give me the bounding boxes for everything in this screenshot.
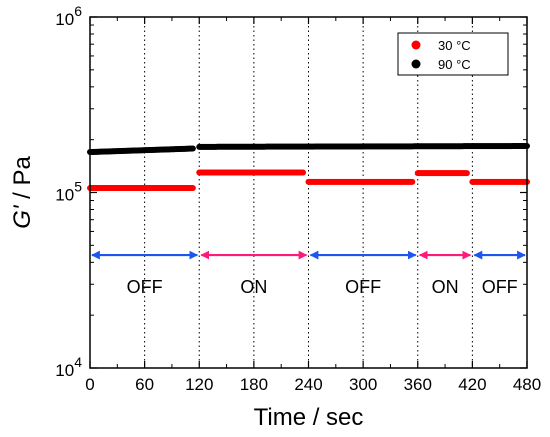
data-point xyxy=(463,170,470,177)
y-tick-label: 105 xyxy=(55,179,82,205)
legend-marker xyxy=(411,59,421,69)
legend-label: 90 °C xyxy=(438,57,471,72)
data-point xyxy=(189,185,196,192)
y-tick-label-exponent: 6 xyxy=(74,3,82,19)
annotation-label: OFF xyxy=(345,277,381,297)
y-tick-label-base: 10 xyxy=(55,186,74,205)
data-layer xyxy=(87,143,530,192)
legend: 30 °C 90 °C xyxy=(397,32,509,76)
y-tick-label-exponent: 4 xyxy=(74,354,82,370)
y-tick-label-exponent: 5 xyxy=(74,179,82,195)
x-tick-label: 180 xyxy=(240,375,268,394)
annotation-label: ON xyxy=(240,277,267,297)
x-tick-label: 420 xyxy=(458,375,486,394)
x-tick-label: 120 xyxy=(185,375,213,394)
legend-label: 30 °C xyxy=(438,38,471,53)
x-tick-label: 360 xyxy=(404,375,432,394)
y-tick-label: 104 xyxy=(55,354,82,380)
data-point xyxy=(300,169,307,176)
annotation-label: OFF xyxy=(127,277,163,297)
data-point xyxy=(409,178,416,185)
y-axis-title-symbol: G' xyxy=(9,204,36,229)
legend-marker xyxy=(411,40,421,50)
y-tick-label: 106 xyxy=(55,3,82,29)
x-tick-label: 240 xyxy=(294,375,322,394)
annotation-label: OFF xyxy=(482,277,518,297)
annotation-layer: OFF ON OFF ON OFF xyxy=(91,250,526,297)
data-point xyxy=(189,145,196,152)
x-tick-label: 60 xyxy=(135,375,154,394)
y-axis-title: G' / Pa xyxy=(9,156,36,229)
y-tick-label-base: 10 xyxy=(55,361,74,380)
x-tick-label: 300 xyxy=(349,375,377,394)
y-axis-title-unit: / Pa xyxy=(9,156,36,206)
y-tick-label-base: 10 xyxy=(55,10,74,29)
annotation-label: ON xyxy=(432,277,459,297)
x-tick-label: 480 xyxy=(513,375,541,394)
x-tick-label: 0 xyxy=(85,375,94,394)
x-axis-title: Time / sec xyxy=(254,404,364,431)
